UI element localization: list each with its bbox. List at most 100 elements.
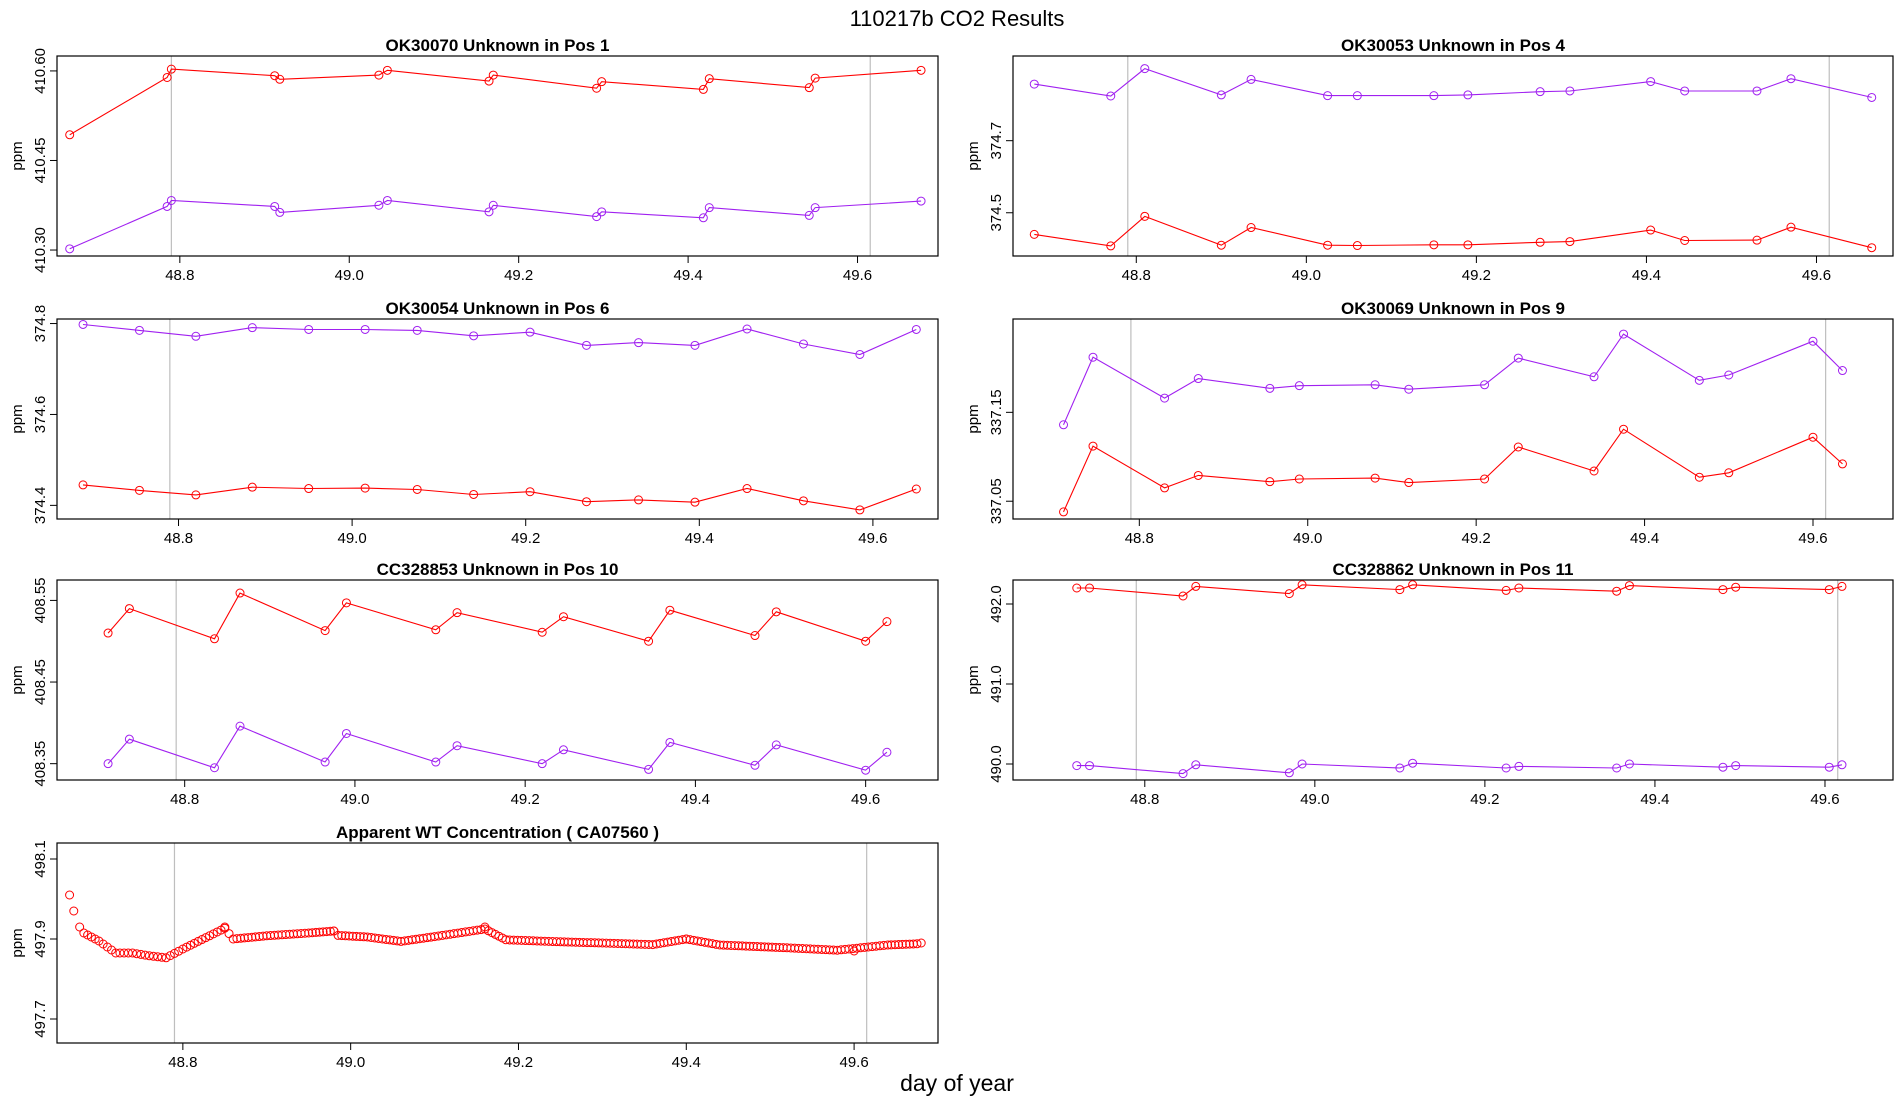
data-point-red xyxy=(78,480,88,490)
y-axis-label: ppm xyxy=(965,404,982,433)
data-point-red xyxy=(311,927,321,937)
data-point-red xyxy=(337,931,347,941)
data-point-purple xyxy=(861,765,871,775)
panel-title: OK30053 Unknown in Pos 4 xyxy=(1341,36,1565,55)
x-axis-label: day of year xyxy=(900,1070,1014,1096)
data-point-purple xyxy=(1808,336,1818,346)
data-point-purple xyxy=(1535,87,1545,97)
series-line-purple xyxy=(82,323,917,356)
data-point-purple xyxy=(597,207,607,217)
data-point-purple xyxy=(537,759,547,769)
data-point-red xyxy=(452,608,462,618)
plot-frame xyxy=(56,318,939,520)
plot-frame xyxy=(56,55,939,257)
data-point-red xyxy=(1429,240,1439,250)
data-point-red xyxy=(558,612,568,622)
chart-panel-7: Apparent WT Concentration ( CA07560 ) 48.… xyxy=(9,823,939,1071)
data-point-red xyxy=(1408,580,1418,590)
data-point-red xyxy=(901,939,911,949)
data-point-red xyxy=(304,928,314,938)
data-point-red xyxy=(1624,581,1634,591)
data-point-red xyxy=(140,950,150,960)
y-tick-label: 337.05 xyxy=(988,478,1005,524)
data-point-red xyxy=(715,940,725,950)
data-point-red xyxy=(1178,591,1188,601)
data-point-red xyxy=(1284,589,1294,599)
x-tick-label: 49.4 xyxy=(1632,267,1661,284)
data-point-purple xyxy=(78,319,88,329)
x-tick-label: 49.2 xyxy=(511,530,540,547)
data-point-purple xyxy=(704,203,714,213)
data-point-red xyxy=(763,942,773,952)
data-point-red xyxy=(908,939,918,949)
data-point-red xyxy=(69,906,79,916)
data-point-red xyxy=(855,505,865,515)
data-point-red xyxy=(665,605,675,615)
data-point-purple xyxy=(1501,763,1511,773)
data-point-purple xyxy=(1106,91,1116,101)
y-tick-label: 374.7 xyxy=(988,122,1005,160)
data-point-red xyxy=(752,942,762,952)
data-point-purple xyxy=(374,200,384,210)
data-point-red xyxy=(1514,583,1524,593)
data-point-red xyxy=(861,636,871,646)
data-point-purple xyxy=(235,721,245,731)
data-point-purple xyxy=(911,324,921,334)
data-point-red xyxy=(1297,580,1307,590)
chart-panel-1: OK30070 Unknown in Pos 1 48.8 49.0 49.2 49.4… xyxy=(9,36,939,284)
data-point-red xyxy=(1059,507,1069,517)
data-point-red xyxy=(912,939,922,949)
y-axis-label: ppm xyxy=(965,141,982,170)
data-point-red xyxy=(804,83,814,93)
y-axis-label: ppm xyxy=(9,404,26,433)
data-point-purple xyxy=(798,339,808,349)
y-tick-label: 374.8 xyxy=(32,305,49,343)
data-point-red xyxy=(239,933,249,943)
data-point-red xyxy=(886,940,896,950)
data-point-purple xyxy=(1731,761,1741,771)
data-point-purple xyxy=(304,324,314,334)
data-point-red xyxy=(124,604,134,614)
x-tick-label: 49.6 xyxy=(1810,791,1839,808)
y-axis-label: ppm xyxy=(9,665,26,694)
data-point-red xyxy=(916,65,926,75)
data-point-red xyxy=(165,951,175,961)
x-tick-label: 48.8 xyxy=(164,530,193,547)
data-point-red xyxy=(1619,424,1629,434)
data-point-purple xyxy=(855,349,865,359)
data-point-red xyxy=(228,934,238,944)
data-point-red xyxy=(733,941,743,951)
data-point-red xyxy=(392,936,402,946)
data-point-red xyxy=(247,482,257,492)
data-point-red xyxy=(634,495,644,505)
data-point-red xyxy=(488,70,498,80)
data-point-red xyxy=(678,935,688,945)
data-point-red xyxy=(374,70,384,80)
data-point-red xyxy=(1589,466,1599,476)
data-point-purple xyxy=(804,210,814,220)
data-point-purple xyxy=(1059,420,1069,430)
data-point-red xyxy=(132,949,142,959)
data-point-red xyxy=(767,942,777,952)
data-point-red xyxy=(134,485,144,495)
data-point-purple xyxy=(103,759,113,769)
data-point-red xyxy=(1029,229,1039,239)
data-point-purple xyxy=(1284,768,1294,778)
data-point-red xyxy=(1501,585,1511,595)
data-point-purple xyxy=(1752,86,1762,96)
data-point-purple xyxy=(1191,760,1201,770)
data-point-purple xyxy=(209,763,219,773)
data-point-purple xyxy=(1265,383,1275,393)
data-point-red xyxy=(412,484,422,494)
data-point-red xyxy=(525,487,535,497)
data-point-red xyxy=(224,929,234,939)
x-tick-label: 49.0 xyxy=(335,267,364,284)
data-point-red xyxy=(1837,581,1847,591)
data-point-purple xyxy=(1612,763,1622,773)
data-point-purple xyxy=(484,207,494,217)
x-tick-label: 48.8 xyxy=(168,1054,197,1071)
data-point-red xyxy=(1535,237,1545,247)
data-point-purple xyxy=(1429,91,1439,101)
data-point-red xyxy=(1694,472,1704,482)
data-point-purple xyxy=(488,200,498,210)
